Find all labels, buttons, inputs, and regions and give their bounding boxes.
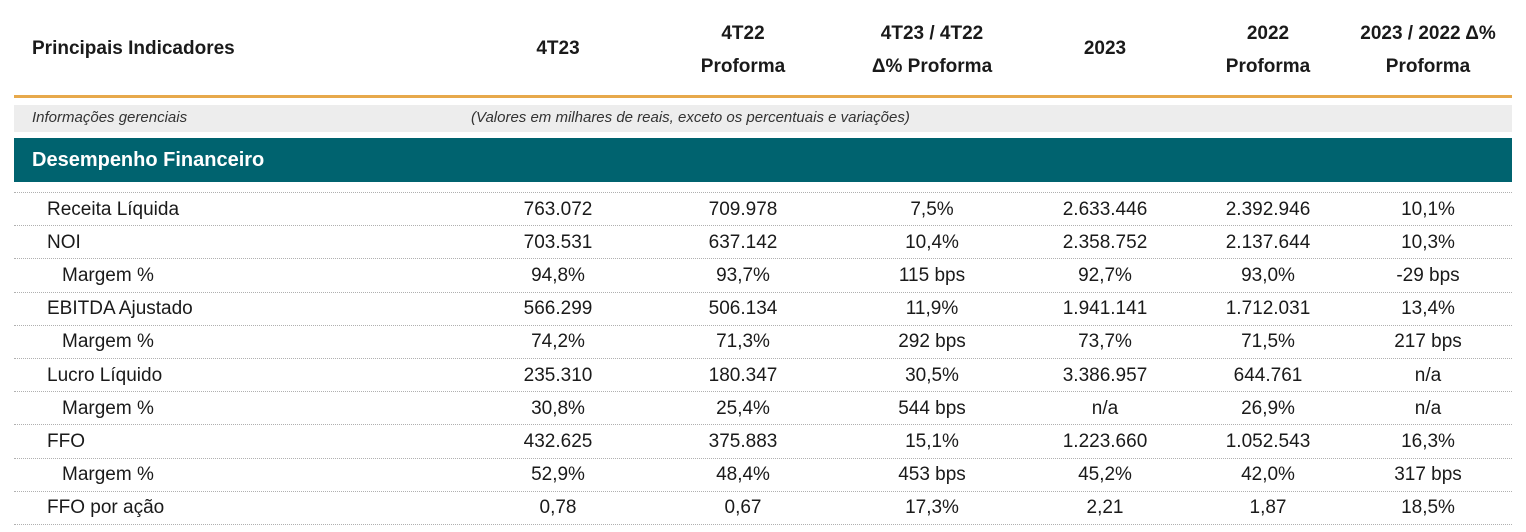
cell: 235.310 [523,364,593,386]
row-separator [14,490,1512,492]
cell: 453 bps [898,464,966,486]
row-separator [14,258,1512,260]
row-label: EBITDA Ajustado [47,298,193,320]
cell: n/a [1414,364,1442,386]
row-label: Margem % [62,464,154,486]
cell: 644.761 [1233,364,1303,386]
cell: 42,0% [1241,464,1295,486]
cell: 71,5% [1241,331,1295,353]
cell: 26,9% [1241,397,1295,419]
cell: 1,87 [1249,497,1287,519]
cell: 93,0% [1241,265,1295,286]
cell: 94,8% [531,265,585,286]
cell: 18,5% [1401,497,1455,519]
cell: 7,5% [910,198,954,220]
row-label: Receita Líquida [47,198,180,220]
cell: 93,7% [716,265,770,286]
cell: 48,4% [716,464,770,486]
row-label: Margem % [62,331,154,353]
column-header: Principais Indicadores [32,38,235,59]
cell: 1.941.141 [1062,298,1148,320]
column-header: Proforma [1225,56,1311,77]
cell: 10,4% [905,231,959,253]
row-separator [14,291,1512,293]
row-separator [14,358,1512,359]
column-header: 2023 [1083,38,1127,59]
cell: 637.142 [708,231,778,253]
cell: 566.299 [523,298,593,320]
column-header: Proforma [700,56,786,77]
cell: 317 bps [1394,464,1462,486]
cell: 30,8% [531,397,585,419]
cell: -29 bps [1396,265,1460,286]
cell: 703.531 [523,231,593,253]
cell: 709.978 [708,198,778,220]
row-label: FFO por ação [47,497,165,519]
cell: 292 bps [898,331,966,353]
cell: 10,1% [1401,198,1455,220]
section-band [14,138,1512,182]
cell: n/a [1091,397,1119,419]
cell: 10,3% [1401,231,1455,253]
cell: 15,1% [905,431,959,452]
cell: 3.386.957 [1062,364,1148,386]
note-left: Informações gerenciais [32,109,188,126]
cell: 45,2% [1078,464,1132,486]
cell: 71,3% [716,331,770,353]
row-separator [14,324,1512,326]
note-right: (Valores em milhares de reais, exceto os… [471,109,910,126]
row-label: Margem % [62,397,154,419]
row-separator [14,424,1512,426]
cell: 217 bps [1394,331,1462,353]
row-separator [14,457,1512,459]
cell: n/a [1414,397,1442,419]
cell: 30,5% [905,364,959,386]
cell: 2.633.446 [1062,198,1148,220]
section-title: Desempenho Financeiro [32,149,265,171]
cell: 92,7% [1078,265,1132,286]
row-label: FFO [47,431,85,452]
cell: 763.072 [523,198,593,220]
cell: 74,2% [531,331,585,353]
cell: 1.712.031 [1225,298,1311,320]
column-header: 2023 / 2022 Δ% [1360,23,1496,44]
column-header: 4T23 [536,38,580,59]
cell: 11,9% [905,298,959,320]
cell: 1.223.660 [1062,431,1148,452]
row-label: NOI [47,231,81,253]
cell: 73,7% [1078,331,1132,353]
cell: 2,21 [1086,497,1124,519]
column-header: 2022 [1246,23,1290,44]
row-label: Lucro Líquido [47,364,163,386]
cell: 2.392.946 [1225,198,1311,220]
column-header: 4T23 / 4T22 [880,23,984,44]
row-separator [14,391,1512,393]
note-band [14,105,1512,132]
column-header: 4T22 [721,23,765,44]
cell: 432.625 [523,431,593,452]
row-label: Margem % [62,265,154,286]
cell: 0,78 [539,497,577,519]
cell: 115 bps [898,265,966,286]
column-header: Δ% Proforma [871,56,993,77]
cell: 180.347 [708,364,778,386]
cell: 0,67 [724,497,762,519]
cell: 1.052.543 [1225,431,1311,452]
row-separator [14,192,1512,193]
cell: 52,9% [531,464,585,486]
cell: 2.137.644 [1225,231,1311,253]
cell: 16,3% [1401,431,1455,452]
cell: 25,4% [716,397,770,419]
cell: 2.358.752 [1062,231,1148,253]
cell: 17,3% [905,497,959,519]
column-header: Proforma [1385,56,1471,77]
header-rule [14,95,1512,98]
row-separator [14,225,1512,227]
cell: 506.134 [708,298,778,320]
cell: 13,4% [1401,298,1455,320]
cell: 544 bps [898,397,966,419]
cell: 375.883 [708,431,778,452]
row-separator [14,524,1512,525]
